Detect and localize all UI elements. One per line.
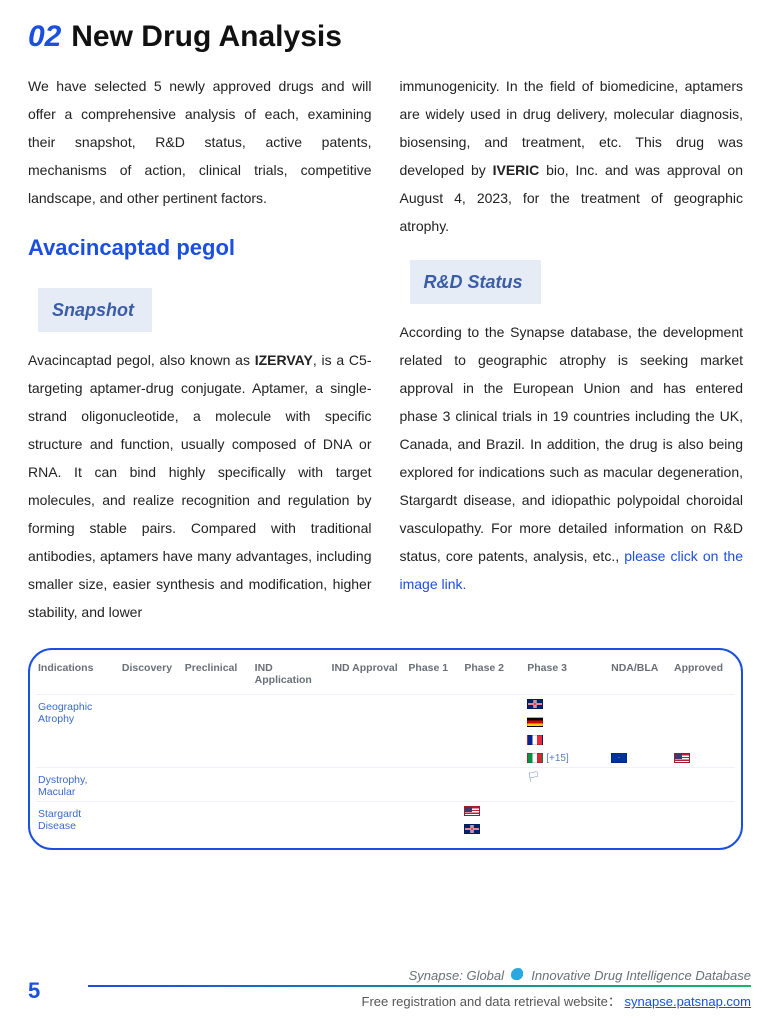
snapshot-bold: IZERVAY bbox=[255, 352, 313, 368]
page-footer: Synapse: Global Innovative Drug Intellig… bbox=[28, 968, 751, 1010]
flag-us-icon bbox=[674, 753, 690, 763]
indication-geographic-atrophy[interactable]: Geographic Atrophy bbox=[36, 695, 120, 768]
tagline-b: Innovative Drug Intelligence Database bbox=[531, 968, 751, 983]
snapshot-text-b: , is a C5-targeting aptamer-drug conjuga… bbox=[28, 352, 372, 620]
table-row: Dystrophy, Macular 🏳 bbox=[36, 768, 735, 802]
col-ind-app: IND Application bbox=[253, 658, 330, 695]
page-heading: 02 New Drug Analysis bbox=[28, 20, 743, 54]
col-indications: Indications bbox=[36, 658, 120, 695]
phase3-flag-it: [+15] bbox=[525, 749, 609, 768]
flag-uk-icon bbox=[464, 824, 480, 834]
table-row: Stargardt Disease bbox=[36, 802, 735, 821]
footer-reg-text: Free registration and data retrieval web… bbox=[362, 994, 621, 1009]
indication-dystrophy-macular[interactable]: Dystrophy, Macular bbox=[36, 768, 120, 802]
phase3-flag-uk bbox=[525, 695, 609, 714]
right-column: immunogenicity. In the field of biomedic… bbox=[400, 72, 744, 626]
phase3-plus-count[interactable]: [+15] bbox=[546, 753, 569, 764]
col-ind-approval: IND Approval bbox=[330, 658, 407, 695]
col-preclinical: Preclinical bbox=[183, 658, 253, 695]
two-column-body: We have selected 5 newly approved drugs … bbox=[28, 72, 743, 626]
section-title: New Drug Analysis bbox=[71, 20, 342, 53]
phase3-flag-de bbox=[525, 713, 609, 731]
phase3-dystrophy: 🏳 bbox=[525, 768, 609, 802]
flag-placeholder-icon: 🏳 bbox=[527, 772, 540, 783]
flag-uk-icon bbox=[527, 699, 543, 709]
flag-fr-icon bbox=[527, 735, 543, 745]
col-phase1: Phase 1 bbox=[406, 658, 462, 695]
col-phase3: Phase 3 bbox=[525, 658, 609, 695]
footer-gradient-rule bbox=[88, 985, 751, 987]
left-column: We have selected 5 newly approved drugs … bbox=[28, 72, 372, 626]
snapshot-paragraph: Avacincaptad pegol, also known as IZERVA… bbox=[28, 346, 372, 626]
flag-eu-icon bbox=[611, 753, 627, 763]
col-approved: Approved bbox=[672, 658, 735, 695]
pipeline-table-container: Indications Discovery Preclinical IND Ap… bbox=[28, 648, 743, 850]
snapshot-badge: Snapshot bbox=[38, 288, 152, 332]
col-phase2: Phase 2 bbox=[462, 658, 525, 695]
section-number: 02 bbox=[28, 20, 61, 53]
footer-website-link[interactable]: synapse.patsnap.com bbox=[625, 994, 751, 1009]
flag-it-icon bbox=[527, 753, 543, 763]
col-discovery: Discovery bbox=[120, 658, 183, 695]
intro-right-bold: IVERIC bbox=[493, 162, 540, 178]
flag-de-icon bbox=[527, 717, 543, 727]
intro-paragraph: We have selected 5 newly approved drugs … bbox=[28, 72, 372, 212]
page-number: 5 bbox=[28, 978, 40, 1004]
intro-right-paragraph: immunogenicity. In the field of biomedic… bbox=[400, 72, 744, 240]
indication-stargardt[interactable]: Stargardt Disease bbox=[36, 802, 120, 839]
rd-paragraph: According to the Synapse database, the d… bbox=[400, 318, 744, 598]
table-header: Indications Discovery Preclinical IND Ap… bbox=[36, 658, 735, 695]
snapshot-text-a: Avacincaptad pegol, also known as bbox=[28, 352, 255, 368]
flag-us-icon bbox=[464, 806, 480, 816]
footer-tagline: Synapse: Global Innovative Drug Intellig… bbox=[28, 968, 751, 983]
nda-cell bbox=[609, 695, 672, 768]
pipeline-table: Indications Discovery Preclinical IND Ap… bbox=[36, 658, 735, 838]
drug-heading: Avacincaptad pegol bbox=[28, 226, 372, 270]
table-row: Geographic Atrophy bbox=[36, 695, 735, 714]
phase3-flag-fr bbox=[525, 731, 609, 749]
phase2-stargardt-us bbox=[462, 802, 525, 821]
rd-text: According to the Synapse database, the d… bbox=[400, 324, 744, 564]
rd-status-badge: R&D Status bbox=[410, 260, 541, 304]
tagline-a: Synapse: Global bbox=[409, 968, 504, 983]
approved-cell bbox=[672, 695, 735, 768]
col-nda: NDA/BLA bbox=[609, 658, 672, 695]
footer-registration: Free registration and data retrieval web… bbox=[28, 991, 751, 1010]
synapse-logo-icon bbox=[511, 968, 525, 982]
phase2-stargardt-uk bbox=[462, 820, 525, 838]
